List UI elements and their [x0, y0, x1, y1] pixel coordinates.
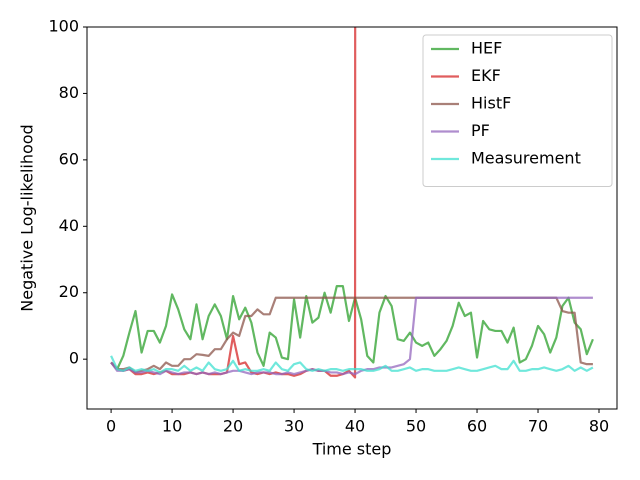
x-tick-label: 60 — [467, 417, 487, 436]
legend-label: PF — [471, 121, 490, 140]
x-tick-label: 10 — [162, 417, 182, 436]
y-tick-label: 40 — [59, 216, 79, 235]
x-tick-label: 0 — [106, 417, 116, 436]
axes-frame — [86, 26, 618, 410]
lines — [110, 27, 594, 379]
legend-label: HistF — [471, 94, 511, 113]
series-line — [110, 284, 594, 371]
series-line — [110, 355, 594, 374]
series-line — [110, 296, 593, 376]
legend-label: Measurement — [471, 149, 581, 168]
x-tick-label: 30 — [284, 417, 304, 436]
x-axis-label: Time step — [312, 440, 392, 459]
x-tick-label: 20 — [223, 417, 243, 436]
y-tick-label: 20 — [59, 282, 79, 301]
x-tick-label: 70 — [528, 417, 548, 436]
y-tick-label: 60 — [59, 149, 79, 168]
y-tick-label: 0 — [69, 349, 79, 368]
y-tick-label: 100 — [48, 17, 79, 36]
y-tick-label: 80 — [59, 83, 79, 102]
x-tick-label: 40 — [345, 417, 365, 436]
legend-label: HEF — [471, 39, 502, 58]
x-tick-label: 50 — [406, 417, 426, 436]
y-axis-label: Negative Log-likelihood — [18, 124, 37, 311]
x-tick-label: 80 — [589, 417, 609, 436]
legend-box — [422, 34, 613, 187]
legend-label: EKF — [471, 66, 501, 85]
